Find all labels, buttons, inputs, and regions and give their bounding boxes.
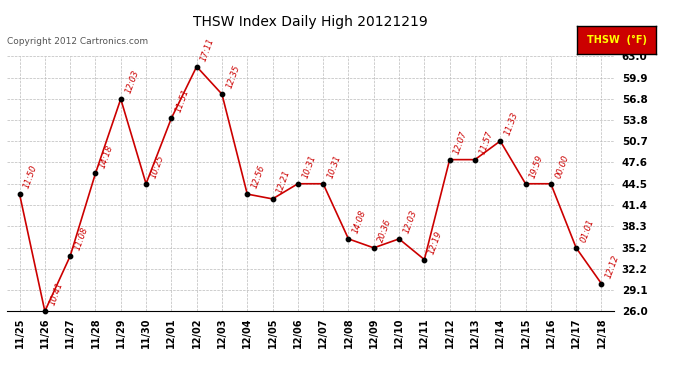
Text: 17:11: 17:11	[199, 36, 216, 62]
Text: 10:25: 10:25	[149, 154, 166, 180]
Text: Copyright 2012 Cartronics.com: Copyright 2012 Cartronics.com	[7, 38, 148, 46]
Point	[166, 115, 177, 121]
Text: 00:00: 00:00	[553, 154, 571, 180]
Point	[267, 196, 278, 202]
Point	[191, 64, 202, 70]
Text: 20:36: 20:36	[377, 218, 393, 244]
Text: 12:35: 12:35	[225, 64, 241, 90]
Point	[571, 245, 582, 251]
Point	[393, 236, 404, 242]
Point	[241, 191, 253, 197]
Text: 12:21: 12:21	[275, 169, 292, 195]
Text: 01:01: 01:01	[579, 218, 595, 244]
Point	[520, 181, 531, 187]
Text: 11:57: 11:57	[477, 129, 495, 156]
Point	[596, 280, 607, 286]
Point	[90, 170, 101, 176]
Text: 12:03: 12:03	[402, 209, 419, 235]
Text: 12:03: 12:03	[124, 69, 140, 95]
Text: 19:59: 19:59	[529, 154, 545, 180]
Point	[419, 256, 430, 262]
Point	[343, 236, 354, 242]
Point	[293, 181, 304, 187]
Point	[14, 191, 25, 197]
Point	[368, 245, 380, 251]
Text: 11:33: 11:33	[503, 111, 520, 137]
Text: 10:31: 10:31	[326, 154, 343, 180]
Text: THSW  (°F): THSW (°F)	[586, 35, 647, 45]
Text: 12:07: 12:07	[453, 129, 469, 156]
Text: 11:51: 11:51	[174, 88, 191, 114]
Point	[65, 253, 76, 259]
Point	[495, 138, 506, 144]
Text: 14:18: 14:18	[98, 143, 115, 169]
Text: 10:41: 10:41	[48, 281, 64, 307]
Text: THSW Index Daily High 20121219: THSW Index Daily High 20121219	[193, 15, 428, 29]
Point	[545, 181, 556, 187]
Text: 14:08: 14:08	[351, 209, 368, 235]
Text: 11:08: 11:08	[73, 226, 90, 252]
Point	[469, 157, 480, 163]
Text: 12:12: 12:12	[604, 254, 621, 279]
Point	[444, 157, 455, 163]
Point	[115, 96, 126, 102]
Point	[317, 181, 328, 187]
Text: 12:19: 12:19	[427, 230, 444, 255]
Point	[39, 308, 50, 314]
Point	[141, 181, 152, 187]
Text: 12:56: 12:56	[250, 164, 267, 190]
Text: 10:31: 10:31	[301, 154, 317, 180]
Text: 11:50: 11:50	[22, 164, 39, 190]
Point	[217, 91, 228, 97]
